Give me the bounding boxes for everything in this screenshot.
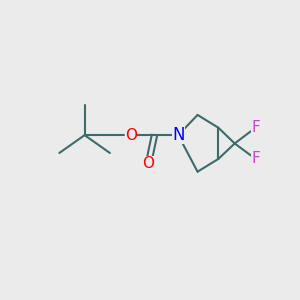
Text: O: O <box>125 128 137 142</box>
Text: F: F <box>251 120 260 135</box>
Text: O: O <box>142 156 154 171</box>
Text: N: N <box>172 126 184 144</box>
Text: F: F <box>251 152 260 166</box>
